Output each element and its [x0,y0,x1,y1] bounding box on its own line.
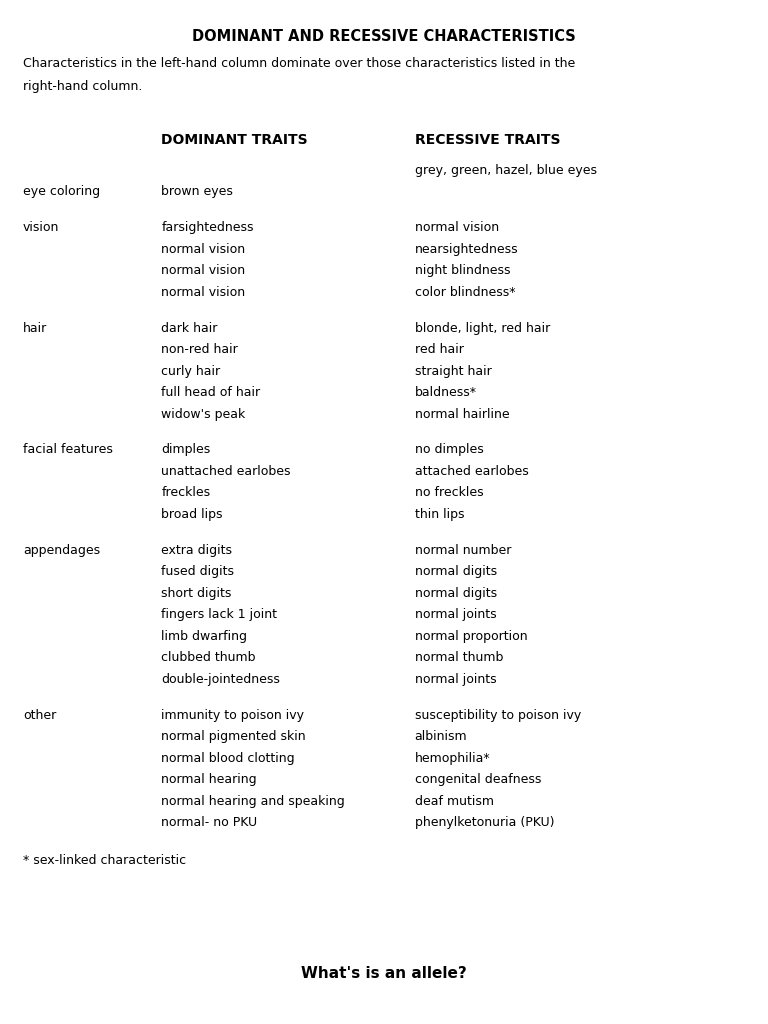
Text: immunity to poison ivy: immunity to poison ivy [161,709,304,722]
Text: farsightedness: farsightedness [161,221,253,234]
Text: attached earlobes: attached earlobes [415,465,528,478]
Text: clubbed thumb: clubbed thumb [161,651,256,665]
Text: eye coloring: eye coloring [23,185,100,199]
Text: night blindness: night blindness [415,264,510,278]
Text: normal vision: normal vision [161,286,246,299]
Text: normal blood clotting: normal blood clotting [161,752,295,765]
Text: normal vision: normal vision [161,264,246,278]
Text: curly hair: curly hair [161,365,220,378]
Text: extra digits: extra digits [161,544,232,557]
Text: non-red hair: non-red hair [161,343,238,356]
Text: other: other [23,709,56,722]
Text: red hair: red hair [415,343,464,356]
Text: no dimples: no dimples [415,443,484,457]
Text: broad lips: broad lips [161,508,223,521]
Text: hemophilia*: hemophilia* [415,752,490,765]
Text: color blindness*: color blindness* [415,286,515,299]
Text: hair: hair [23,322,48,335]
Text: normal proportion: normal proportion [415,630,528,643]
Text: fused digits: fused digits [161,565,234,579]
Text: What's is an allele?: What's is an allele? [301,966,467,981]
Text: dark hair: dark hair [161,322,217,335]
Text: vision: vision [23,221,59,234]
Text: normal- no PKU: normal- no PKU [161,816,257,829]
Text: freckles: freckles [161,486,210,500]
Text: normal thumb: normal thumb [415,651,503,665]
Text: susceptibility to poison ivy: susceptibility to poison ivy [415,709,581,722]
Text: normal number: normal number [415,544,511,557]
Text: grey, green, hazel, blue eyes: grey, green, hazel, blue eyes [415,164,597,177]
Text: normal vision: normal vision [415,221,499,234]
Text: congenital deafness: congenital deafness [415,773,541,786]
Text: straight hair: straight hair [415,365,492,378]
Text: thin lips: thin lips [415,508,464,521]
Text: facial features: facial features [23,443,113,457]
Text: full head of hair: full head of hair [161,386,260,399]
Text: normal joints: normal joints [415,608,496,622]
Text: DOMINANT AND RECESSIVE CHARACTERISTICS: DOMINANT AND RECESSIVE CHARACTERISTICS [192,29,576,44]
Text: * sex-linked characteristic: * sex-linked characteristic [23,854,186,867]
Text: right-hand column.: right-hand column. [23,80,142,93]
Text: fingers lack 1 joint: fingers lack 1 joint [161,608,277,622]
Text: deaf mutism: deaf mutism [415,795,494,808]
Text: normal vision: normal vision [161,243,246,256]
Text: Characteristics in the left-hand column dominate over those characteristics list: Characteristics in the left-hand column … [23,57,575,71]
Text: widow's peak: widow's peak [161,408,246,421]
Text: appendages: appendages [23,544,100,557]
Text: normal hearing: normal hearing [161,773,257,786]
Text: albinism: albinism [415,730,468,743]
Text: nearsightedness: nearsightedness [415,243,518,256]
Text: double-jointedness: double-jointedness [161,673,280,686]
Text: limb dwarfing: limb dwarfing [161,630,247,643]
Text: phenylketonuria (PKU): phenylketonuria (PKU) [415,816,554,829]
Text: normal joints: normal joints [415,673,496,686]
Text: no freckles: no freckles [415,486,483,500]
Text: normal hearing and speaking: normal hearing and speaking [161,795,345,808]
Text: normal digits: normal digits [415,565,497,579]
Text: blonde, light, red hair: blonde, light, red hair [415,322,550,335]
Text: brown eyes: brown eyes [161,185,233,199]
Text: short digits: short digits [161,587,232,600]
Text: normal digits: normal digits [415,587,497,600]
Text: unattached earlobes: unattached earlobes [161,465,291,478]
Text: baldness*: baldness* [415,386,477,399]
Text: dimples: dimples [161,443,210,457]
Text: normal pigmented skin: normal pigmented skin [161,730,306,743]
Text: DOMINANT TRAITS: DOMINANT TRAITS [161,133,308,147]
Text: RECESSIVE TRAITS: RECESSIVE TRAITS [415,133,560,147]
Text: normal hairline: normal hairline [415,408,509,421]
